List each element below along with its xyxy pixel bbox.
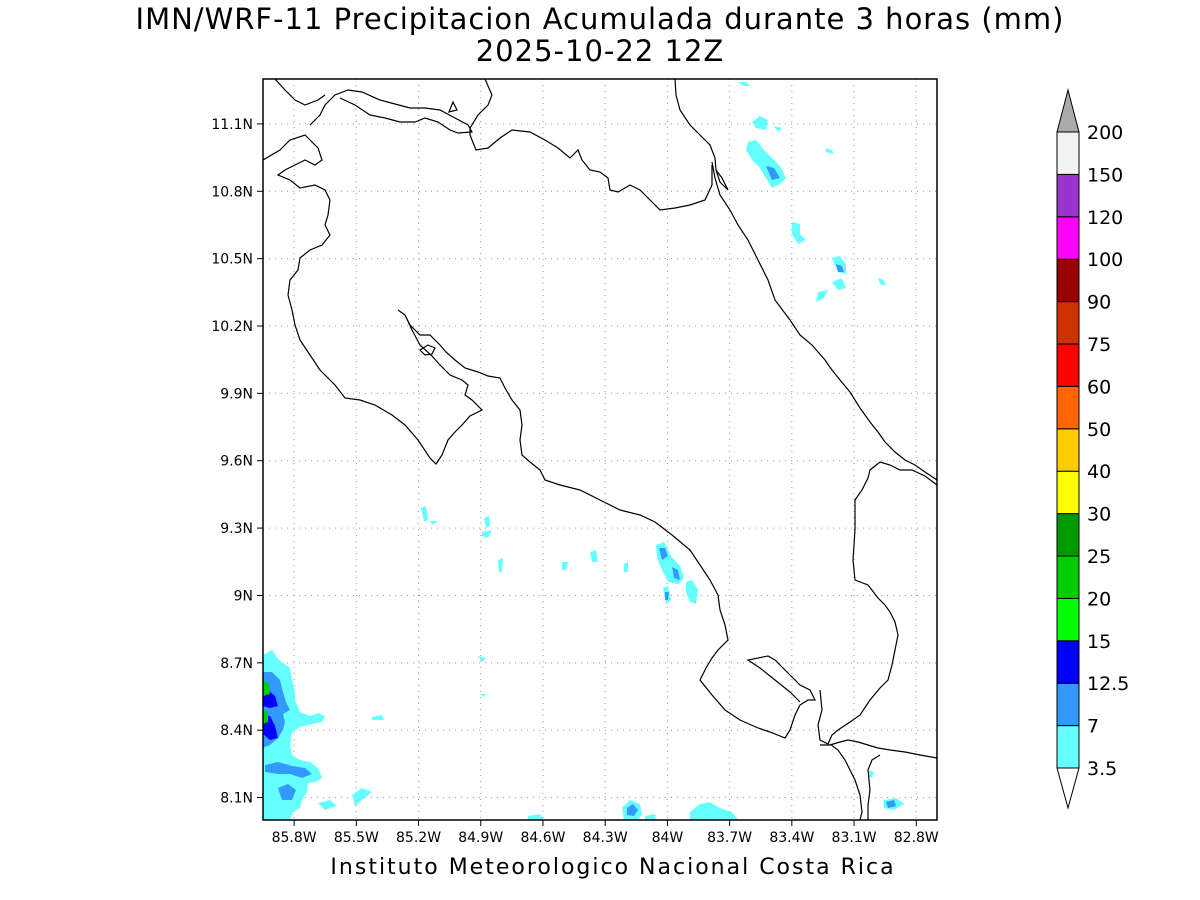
precip-cell-south-2 — [528, 802, 738, 820]
precip-cell-southeast-core — [886, 800, 896, 808]
colorbar-swatch — [1056, 216, 1080, 260]
colorbar-swatch — [1056, 428, 1080, 472]
colorbar-swatch — [1056, 343, 1080, 387]
coastlines — [263, 79, 937, 820]
colorbar-swatch — [1056, 725, 1080, 769]
lon-tick-label: 84W — [652, 830, 684, 846]
precip-cell-south-1-core — [627, 804, 638, 816]
map-title: IMN/WRF-11 Precipitacion Acumulada duran… — [135, 2, 1065, 36]
colorbar-swatch — [1056, 131, 1080, 175]
lon-tick-label: 83.4W — [769, 830, 814, 846]
coast-punta-burica — [829, 743, 863, 820]
colorbar-swatch — [1056, 597, 1080, 642]
coast-panama-south — [820, 739, 937, 759]
colorbar-level-label: 3.5 — [1087, 758, 1117, 780]
colorbar-level-label: 25 — [1087, 546, 1111, 568]
lon-tick-label: 85.8W — [272, 830, 317, 846]
lat-tick-label: 11.1N — [211, 117, 253, 133]
precip-cells-caribbean-core — [766, 166, 844, 272]
colorbar-level-label: 12.5 — [1087, 673, 1129, 695]
coast-east-lowland — [817, 461, 937, 745]
precip-cell-osa-2 — [663, 580, 698, 604]
lon-tick-label: 82.8W — [894, 830, 939, 846]
colorbar-level-label: 30 — [1087, 504, 1111, 526]
colorbar-level-label: 7 — [1087, 716, 1099, 738]
graticule — [263, 79, 937, 820]
colorbar-swatch — [1056, 470, 1080, 515]
lon-tick-label: 84.9W — [458, 830, 503, 846]
coast-panama-border — [867, 754, 881, 820]
coast-caribbean-main — [711, 161, 937, 481]
precip-cell-southeast — [868, 770, 904, 810]
lat-tick-label: 9.6N — [220, 454, 253, 470]
colorbar-legend: 3.5 7 12.5 15 20 25 30 40 50 60 75 90 100 120 150 200 — [1056, 88, 1129, 810]
colorbar-level-label: 40 — [1087, 461, 1111, 483]
precip-area-pacific-very-heavy — [263, 680, 270, 724]
latitude-axis: 11.1N 10.8N 10.5N 10.2N 9.9N 9.6N 9.3N 9N 8.7N 8.… — [211, 117, 263, 807]
nicaragua-lake-shore — [309, 89, 473, 134]
coast-northwest-bay — [274, 79, 326, 106]
footer-credit: Instituto Meteorologico Nacional Costa R… — [330, 855, 896, 880]
lat-tick-label: 8.4N — [220, 723, 253, 739]
colorbar-swatch — [1056, 385, 1080, 430]
colorbar-level-label: 50 — [1087, 419, 1111, 441]
colorbar-swatch — [1056, 682, 1080, 727]
lat-tick-label: 10.8N — [211, 184, 253, 200]
colorbar-swatch — [1056, 173, 1080, 218]
lon-tick-label: 83.7W — [707, 830, 752, 846]
colorbar-over-triangle — [1056, 88, 1080, 133]
lon-tick-label: 83.1W — [832, 830, 877, 846]
precip-cell-osa-1-core — [659, 548, 680, 580]
lon-tick-label: 84.6W — [520, 830, 565, 846]
precipitation-field — [263, 82, 904, 820]
lon-tick-label: 84.3W — [583, 830, 628, 846]
lon-tick-label: 85.5W — [334, 830, 379, 846]
colorbar-level-label: 60 — [1087, 376, 1111, 398]
map-datetime: 2025-10-22 12Z — [475, 34, 725, 68]
colorbar-level-label: 100 — [1087, 249, 1123, 271]
lat-tick-label: 8.7N — [220, 656, 253, 672]
lon-tick-label: 85.2W — [396, 830, 441, 846]
plot-frame — [262, 78, 938, 821]
nicaragua-border-north — [263, 134, 816, 739]
colorbar-swatch — [1056, 513, 1080, 557]
colorbar-level-label: 120 — [1087, 207, 1123, 229]
lat-tick-label: 9.3N — [220, 521, 253, 537]
colorbar-swatch — [1056, 555, 1080, 599]
plot-area — [263, 79, 937, 820]
precip-area-pacific-heavy — [263, 690, 278, 740]
lat-tick-label: 10.5N — [211, 252, 253, 268]
colorbar-level-label: 15 — [1087, 631, 1111, 653]
colorbar-level-label: 90 — [1087, 292, 1111, 314]
lake-island — [448, 100, 458, 113]
colorbar-level-label: 150 — [1087, 164, 1123, 186]
colorbar-swatch — [1056, 258, 1080, 303]
colorbar-level-label: 200 — [1087, 122, 1123, 144]
gulf-island — [419, 344, 436, 356]
colorbar-swatch — [1056, 640, 1080, 684]
colorbar-level-label: 75 — [1087, 334, 1111, 356]
lat-tick-label: 10.2N — [211, 319, 253, 335]
longitude-axis: 85.8W 85.5W 85.2W 84.9W 84.6W 84.3W 84W 83.7W 83… — [272, 820, 939, 846]
nicaragua-border-river — [469, 79, 713, 211]
colorbar-level-label: 20 — [1087, 588, 1111, 610]
coast-caribbean-north — [674, 79, 729, 191]
lat-tick-label: 9.9N — [220, 386, 253, 402]
precip-cell-osa-2-core — [665, 592, 669, 600]
colorbar-under-triangle — [1056, 767, 1080, 810]
lat-tick-label: 9N — [234, 588, 253, 604]
lat-tick-label: 8.1N — [220, 791, 253, 807]
colorbar-swatch — [1056, 301, 1080, 345]
